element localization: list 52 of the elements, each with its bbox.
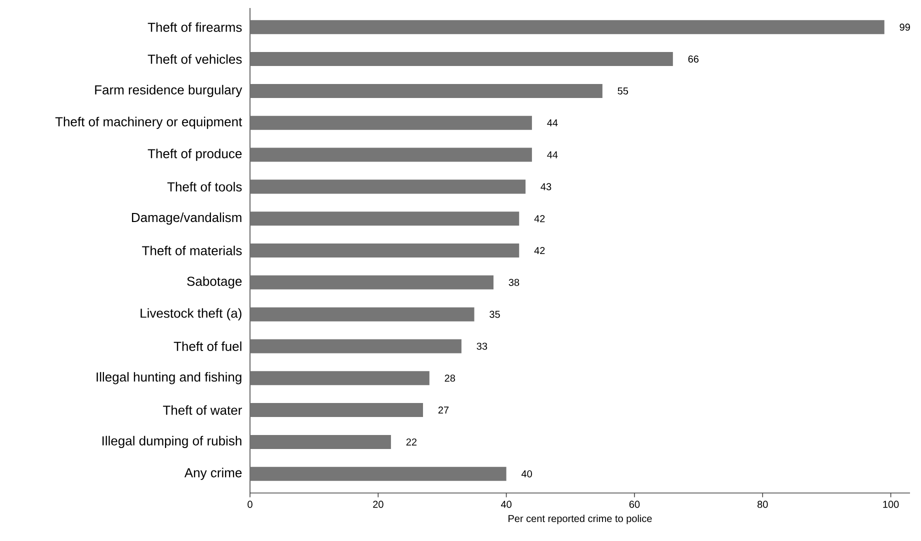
bar xyxy=(250,20,884,34)
data-label: 38 xyxy=(508,278,520,286)
bar xyxy=(250,275,494,290)
y-tick-label: Livestock theft (a) xyxy=(140,308,242,320)
data-label: 43 xyxy=(540,183,552,190)
bar xyxy=(250,52,673,66)
y-tick-label: Sabotage xyxy=(187,276,242,288)
y-tick-label: Theft of materials xyxy=(142,246,242,256)
data-label: 44 xyxy=(547,119,558,126)
y-tick-label: Theft of firearms xyxy=(148,22,242,32)
bar xyxy=(250,180,526,194)
y-tick-label: Theft of tools xyxy=(167,182,242,192)
y-tick-label: Illegal hunting and fishing xyxy=(96,372,242,384)
bar xyxy=(250,148,532,162)
bar xyxy=(250,84,602,98)
x-tick-label: 0 xyxy=(248,500,252,508)
data-label: 55 xyxy=(618,87,628,94)
data-label: 42 xyxy=(534,247,545,254)
x-axis-title: Per cent reported crime to police xyxy=(508,514,652,524)
bar xyxy=(250,434,391,449)
x-tick-label: 60 xyxy=(629,500,640,508)
y-tick-label: Damage/vandalism xyxy=(132,212,242,225)
bar xyxy=(250,371,430,386)
x-tick-label: 100 xyxy=(883,500,899,508)
x-tick-label: 20 xyxy=(373,500,384,508)
bar xyxy=(250,307,474,322)
data-label: 22 xyxy=(406,438,417,446)
bar xyxy=(250,244,520,258)
data-label: 44 xyxy=(547,151,558,158)
x-tick-label: 80 xyxy=(758,500,768,508)
bar xyxy=(250,339,462,354)
y-tick-label: Farm residence burgulary xyxy=(95,84,242,98)
bar xyxy=(250,212,520,226)
y-tick-label: Theft of produce xyxy=(148,148,242,161)
data-label: 28 xyxy=(444,374,456,382)
bar xyxy=(250,403,424,418)
y-tick-label: Theft of water xyxy=(163,405,242,415)
data-label: 27 xyxy=(438,406,449,414)
data-label: 35 xyxy=(490,310,500,318)
data-label: 42 xyxy=(534,215,545,222)
bar xyxy=(250,116,532,130)
y-tick-label: Theft of vehicles xyxy=(148,54,242,64)
data-label: 33 xyxy=(476,342,488,350)
y-tick-label: Theft of machinery or equipment xyxy=(55,116,242,129)
y-tick-label: Illegal dumping of rubish xyxy=(102,436,242,448)
x-tick-label: 40 xyxy=(500,500,512,508)
data-label: 99 xyxy=(900,24,910,31)
y-tick-label: Theft of fuel xyxy=(174,341,242,351)
bar xyxy=(250,466,506,481)
data-label: 66 xyxy=(688,56,699,63)
data-label: 40 xyxy=(521,470,532,478)
y-tick-label: Any crime xyxy=(184,468,242,480)
